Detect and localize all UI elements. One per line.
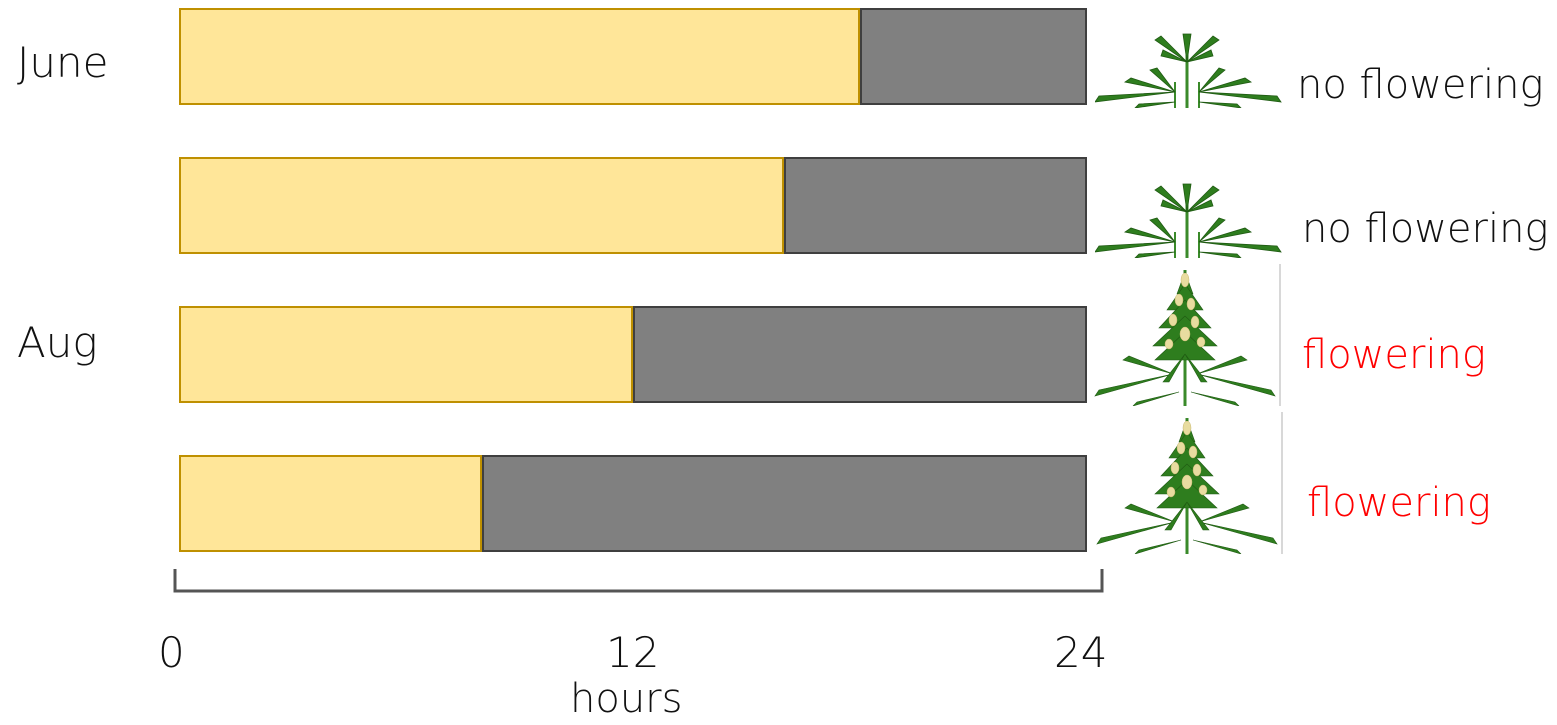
axis-title-hours: hours [570,676,683,722]
dark-period-segment [481,455,1087,552]
axis-tick-24: 24 [1054,628,1108,677]
dark-period-segment [860,8,1087,105]
hours-axis-bracket [173,569,1104,593]
day-bar-4 [179,455,1087,552]
day-bar-3 [179,306,1087,403]
month-label-aug: Aug [17,318,98,367]
light-period-segment [179,455,482,552]
cannabis-flowering-plant-icon [1096,412,1283,554]
dark-period-segment [784,157,1087,254]
cannabis-leaf-icon [1095,33,1282,108]
outcome-label-1: no flowering [1297,62,1544,108]
outcome-label-2: no flowering [1302,206,1549,252]
day-bar-1 [179,8,1087,105]
day-bar-2 [179,157,1087,254]
month-label-june: June [17,38,109,87]
dark-period-segment [633,306,1087,403]
light-period-segment [179,306,633,403]
axis-tick-0: 0 [158,628,185,677]
outcome-label-4: flowering [1307,480,1491,526]
light-period-segment [179,157,785,254]
cannabis-leaf-icon [1095,183,1282,258]
light-period-segment [179,8,860,105]
outcome-label-3: flowering [1302,332,1486,378]
cannabis-flowering-plant-icon [1094,264,1281,406]
axis-tick-12: 12 [606,628,660,677]
